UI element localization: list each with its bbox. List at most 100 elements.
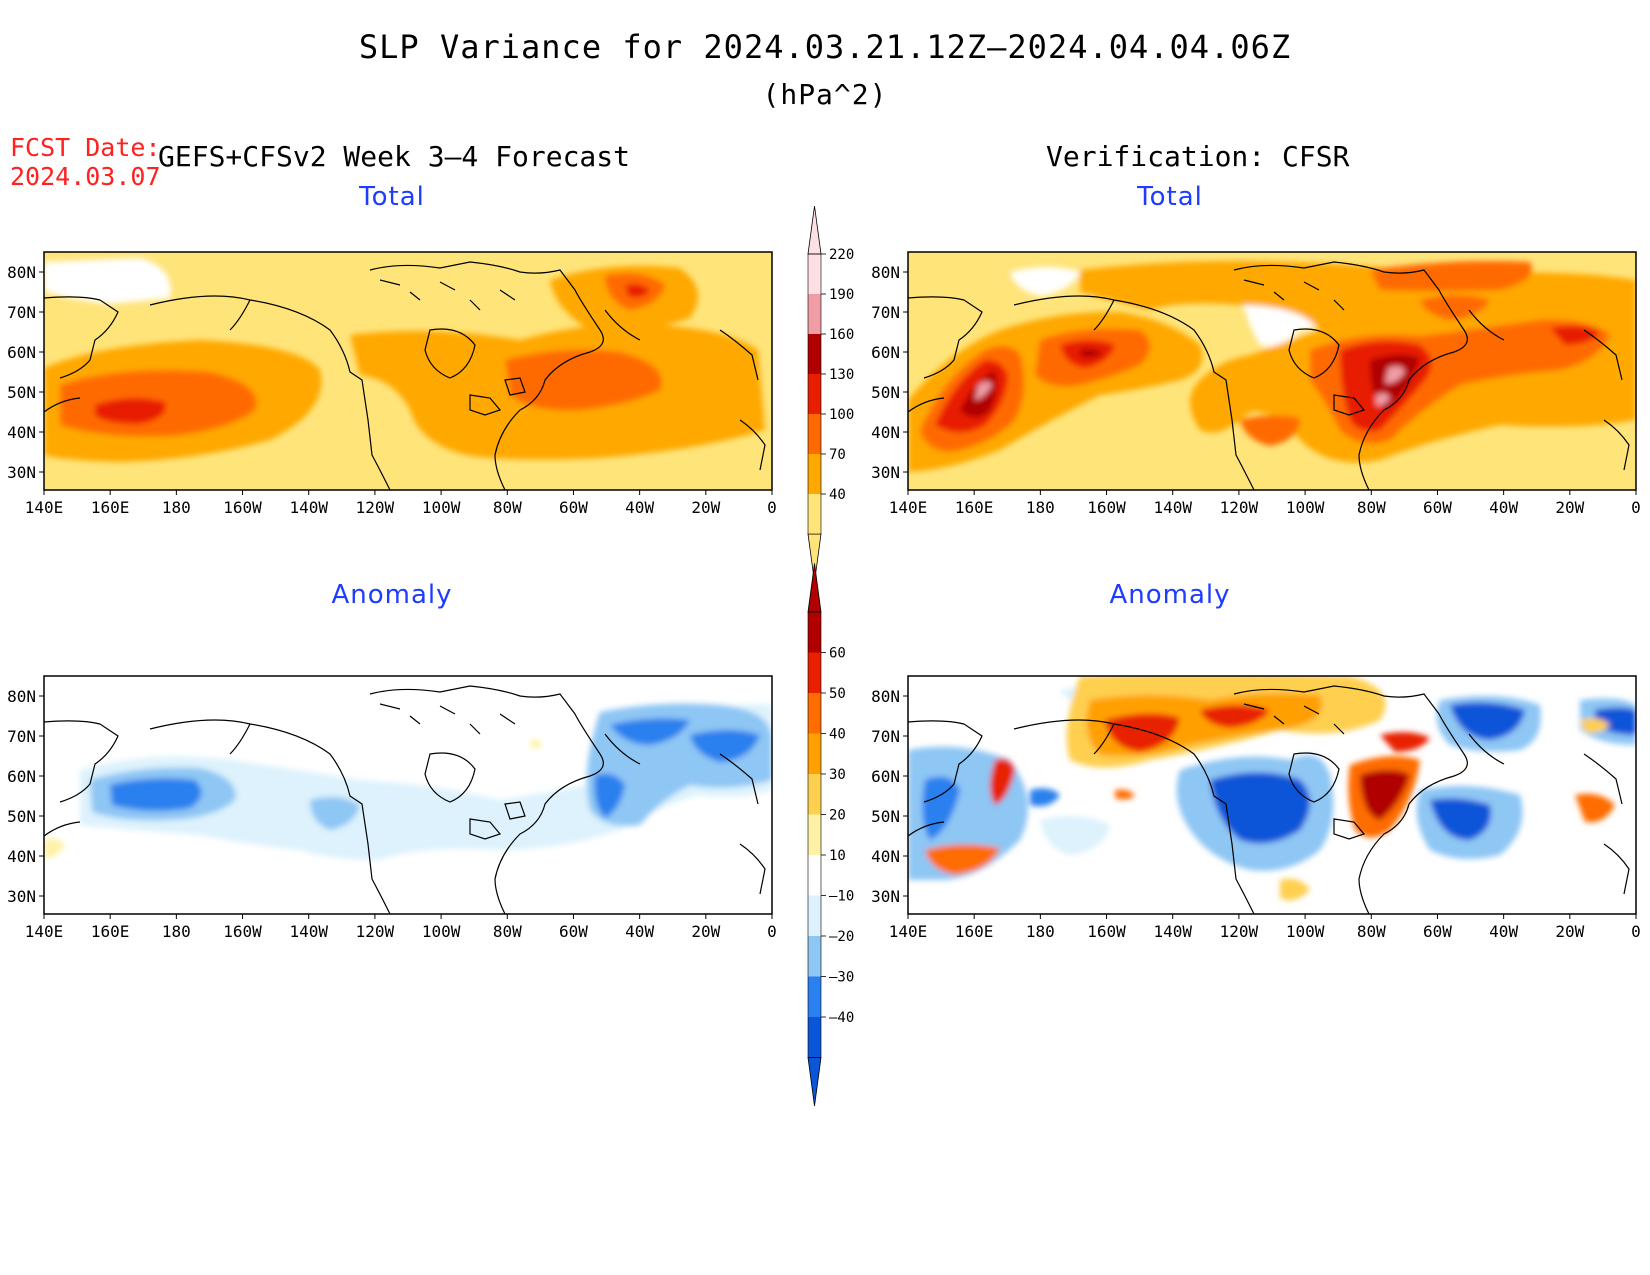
lon-label: 40W — [625, 922, 654, 941]
lon-label: 160W — [1087, 498, 1126, 517]
lat-label: 80N — [7, 263, 36, 282]
lon-label: 20W — [691, 498, 720, 517]
colorbars: 40 70 100 130 160 190 220 –40 –30 –20 –10 10 20 30 40 5… — [807, 205, 854, 1107]
anomaly-colorbar-label: 10 — [829, 848, 846, 864]
anomaly-colorbar-label: 20 — [829, 808, 846, 824]
anomaly-colorbar-swatch — [808, 612, 821, 653]
forecast-date-value: 2024.03.07 — [10, 162, 161, 191]
lon-label: 180 — [1026, 922, 1055, 941]
lon-label: 120W — [1220, 498, 1259, 517]
lon-label: 120W — [356, 922, 395, 941]
lon-label: 20W — [1555, 922, 1584, 941]
total-colorbar-swatch — [808, 374, 821, 414]
lat-label: 70N — [871, 727, 900, 746]
total-colorbar-swatch — [808, 334, 821, 374]
anomaly-colorbar-swatch — [808, 1017, 821, 1058]
total-colorbar-label: 40 — [829, 487, 846, 503]
lon-label: 20W — [1555, 498, 1584, 517]
total-colorbar-swatch — [808, 454, 821, 494]
lat-label: 50N — [7, 383, 36, 402]
total-colorbar-swatch — [808, 254, 821, 294]
lon-label: 140W — [289, 498, 328, 517]
total-colorbar-label: 100 — [829, 407, 854, 423]
lon-label: 180 — [162, 498, 191, 517]
lon-label: 0 — [1631, 498, 1641, 517]
lat-label: 80N — [871, 687, 900, 706]
map-axes: 80N 70N 60N 50N 40N 30N 140E 160E 180 160W 140W 120… — [7, 263, 1641, 941]
lat-label: 50N — [7, 807, 36, 826]
lat-label: 60N — [871, 767, 900, 786]
total-colorbar-frame — [807, 253, 822, 535]
left-column-title: GEFS+CFSv2 Week 3–4 Forecast — [158, 140, 631, 173]
lat-label: 60N — [871, 343, 900, 362]
lon-label: 60W — [559, 498, 588, 517]
lon-label: 120W — [1220, 922, 1259, 941]
lon-label: 180 — [162, 922, 191, 941]
units-label: (hPa^2) — [762, 78, 888, 111]
anomaly-colorbar-label: 60 — [829, 646, 846, 662]
lon-label: 80W — [1357, 498, 1386, 517]
main-title: SLP Variance for 2024.03.21.12Z–2024.04.… — [358, 28, 1292, 66]
lat-label: 60N — [7, 343, 36, 362]
lon-label: 120W — [356, 498, 395, 517]
anomaly-colorbar-low-arrow — [807, 1057, 822, 1107]
anomaly-colorbar-swatch — [808, 895, 821, 936]
lon-label: 20W — [691, 922, 720, 941]
lat-label: 60N — [7, 767, 36, 786]
anomaly-colorbar-label: –30 — [829, 970, 854, 986]
forecast-date-label: FCST Date: — [10, 133, 161, 162]
anomaly-colorbar-label: –20 — [829, 929, 854, 945]
anomaly-colorbar-label: –10 — [829, 889, 854, 905]
anomaly-colorbar: –40 –30 –20 –10 10 20 30 40 50 60 — [807, 563, 854, 1107]
lat-label: 70N — [871, 303, 900, 322]
total-colorbar-label: 220 — [829, 247, 854, 263]
lat-label: 40N — [7, 423, 36, 442]
verification-total-map — [907, 251, 1637, 491]
anomaly-colorbar-swatch — [808, 774, 821, 815]
total-colorbar-high-arrow — [807, 205, 822, 255]
lat-label: 50N — [871, 807, 900, 826]
anomaly-colorbar-swatch — [808, 693, 821, 734]
anomaly-colorbar-swatch — [808, 976, 821, 1017]
lat-label: 50N — [871, 383, 900, 402]
total-colorbar-label: 190 — [829, 287, 854, 303]
lon-label: 60W — [1423, 498, 1452, 517]
forecast-total-map — [43, 251, 773, 491]
lon-label: 100W — [1286, 498, 1325, 517]
total-colorbar-swatch — [808, 294, 821, 334]
lon-label: 160W — [1087, 922, 1126, 941]
lat-label: 30N — [7, 463, 36, 482]
anomaly-colorbar-frame — [807, 611, 822, 1058]
lon-label: 180 — [1026, 498, 1055, 517]
lon-label: 100W — [422, 498, 461, 517]
lon-label: 140E — [25, 922, 64, 941]
lon-label: 0 — [767, 498, 777, 517]
total-colorbar: 40 70 100 130 160 190 220 — [807, 205, 854, 583]
lon-label: 160E — [91, 498, 130, 517]
lon-label: 80W — [493, 922, 522, 941]
panel-title-verification-anomaly: Anomaly — [1109, 580, 1231, 610]
lon-label: 80W — [1357, 922, 1386, 941]
panel-title-forecast-anomaly: Anomaly — [331, 580, 453, 610]
lat-label: 30N — [871, 463, 900, 482]
forecast-anomaly-map — [43, 675, 773, 915]
lon-label: 140E — [889, 498, 928, 517]
anomaly-colorbar-label: 30 — [829, 767, 846, 783]
total-colorbar-label: 160 — [829, 327, 854, 343]
verification-anomaly-map — [907, 675, 1637, 915]
lat-label: 80N — [871, 263, 900, 282]
lat-label: 30N — [871, 887, 900, 906]
anomaly-colorbar-high-arrow — [807, 563, 822, 613]
lat-label: 80N — [7, 687, 36, 706]
anomaly-colorbar-label: 40 — [829, 727, 846, 743]
lon-label: 40W — [1489, 498, 1518, 517]
lon-label: 80W — [493, 498, 522, 517]
lon-label: 0 — [767, 922, 777, 941]
lat-label: 70N — [7, 727, 36, 746]
lon-label: 0 — [1631, 922, 1641, 941]
lon-label: 140W — [289, 922, 328, 941]
anomaly-colorbar-label: 50 — [829, 686, 846, 702]
lon-label: 160E — [91, 922, 130, 941]
anomaly-colorbar-swatch — [808, 652, 821, 693]
